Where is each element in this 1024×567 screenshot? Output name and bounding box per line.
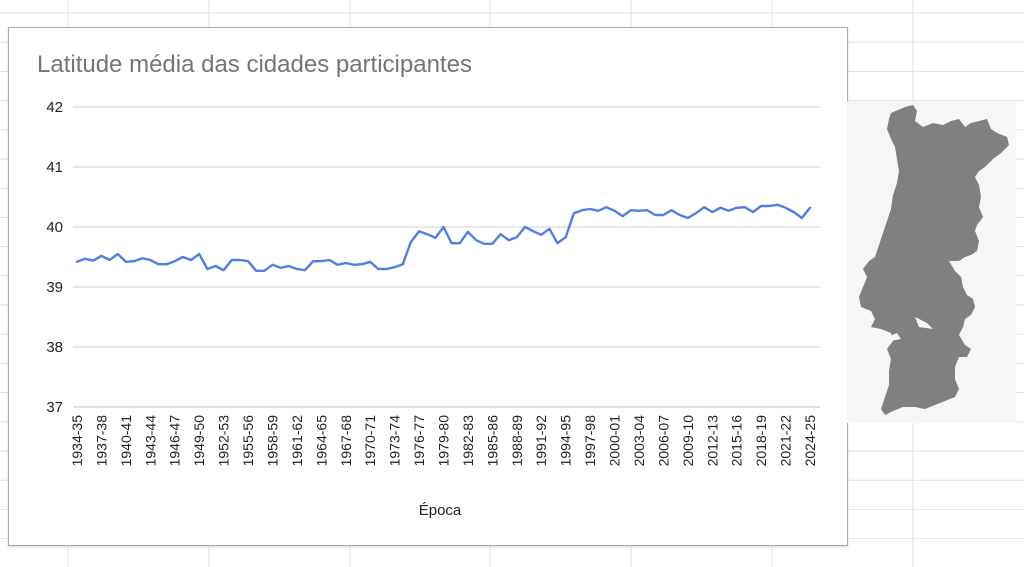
y-gridlines (73, 106, 820, 408)
x-axis-label: Época (419, 502, 462, 519)
series-line[interactable] (75, 203, 812, 273)
x-tick-label: 1979-80 (436, 415, 452, 467)
x-tick-label: 1985-86 (484, 415, 500, 467)
x-tick-label: 2006-07 (655, 415, 671, 467)
x-tick-label: 2024-25 (802, 415, 818, 467)
x-tick-label: 1973-74 (387, 415, 403, 467)
x-tick-label: 1964-65 (313, 415, 329, 467)
chart-title: Latitude média das cidades participantes (37, 51, 472, 78)
y-tick-label: 41 (46, 159, 63, 176)
x-tick-label: 1952-53 (216, 415, 232, 467)
y-tick-label: 40 (46, 219, 63, 236)
x-axis-ticks: 1934-35 1937-38 1940-41 1943-44 1946-47 1949-… (69, 415, 818, 467)
x-tick-label: 1982-83 (460, 415, 476, 467)
y-tick-label: 37 (46, 399, 63, 416)
x-tick-label: 2021-22 (778, 415, 794, 467)
x-tick-label: 1949-50 (191, 415, 207, 467)
x-tick-label: 1937-38 (93, 415, 109, 467)
x-tick-label: 1940-41 (118, 415, 134, 467)
y-tick-label: 39 (46, 279, 63, 296)
x-tick-label: 1997-98 (582, 415, 598, 467)
x-tick-label: 1976-77 (411, 415, 427, 467)
x-tick-label: 1943-44 (142, 415, 158, 467)
x-tick-label: 2003-04 (631, 415, 647, 467)
y-axis-ticks: 37 38 39 40 41 42 (46, 99, 63, 416)
x-tick-label: 1934-35 (69, 415, 85, 467)
x-tick-label: 1958-59 (264, 415, 280, 467)
x-tick-label: 1988-89 (509, 415, 525, 467)
x-tick-label: 2018-19 (753, 415, 769, 467)
x-tick-label: 2012-13 (704, 415, 720, 467)
x-tick-label: 2000-01 (607, 415, 623, 467)
x-tick-label: 1955-56 (240, 415, 256, 467)
x-tick-label: 1961-62 (289, 415, 305, 467)
x-tick-label: 1991-92 (533, 415, 549, 467)
line-chart: 37 38 39 40 41 42 1934-35 1937-38 1940-41 1943-4… (46, 99, 820, 519)
x-tick-label: 2009-10 (680, 415, 696, 467)
portugal-map-icon (859, 105, 1009, 415)
x-tick-label: 2015-16 (729, 415, 745, 467)
x-tick-label: 1946-47 (167, 415, 183, 467)
chart-container[interactable]: Latitude média das cidades participantes… (8, 27, 848, 546)
x-tick-label: 1970-71 (362, 415, 378, 467)
y-tick-label: 42 (46, 99, 63, 116)
y-tick-label: 38 (46, 339, 63, 356)
x-tick-label: 1967-68 (338, 415, 354, 467)
portugal-map-image[interactable] (847, 101, 1016, 423)
x-tick-label: 1994-95 (558, 415, 574, 467)
